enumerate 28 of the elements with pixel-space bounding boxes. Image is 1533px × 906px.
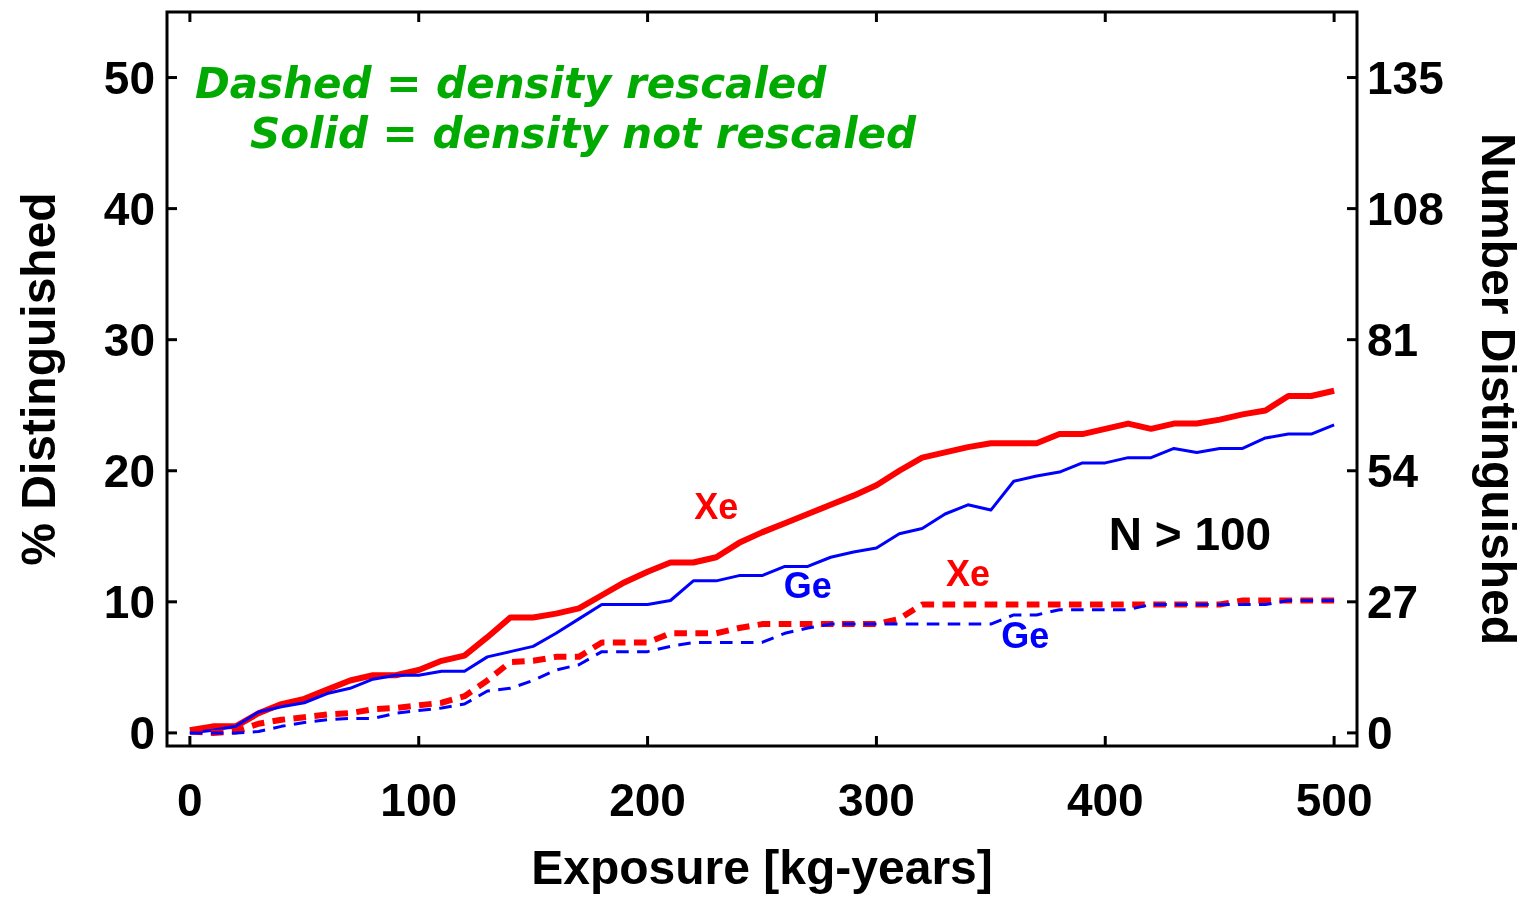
annotation: Solid = density not rescaled	[250, 109, 918, 158]
series-label: Ge	[783, 564, 832, 606]
x-tick-label: 100	[380, 774, 458, 826]
x-tick-label: 0	[177, 774, 203, 826]
y2-axis-title: Number Distinguished	[1472, 132, 1525, 646]
y-tick-label: 0	[129, 706, 155, 759]
y2-tick-label: 108	[1367, 182, 1444, 235]
y-tick-label: 20	[103, 444, 155, 497]
y-tick-label: 40	[103, 182, 155, 235]
x-tick-label: 200	[609, 774, 686, 826]
y-tick-label: 10	[103, 575, 155, 628]
x-tick-label: 300	[838, 774, 915, 826]
annotation: N > 100	[1108, 508, 1272, 560]
y2-tick-label: 81	[1367, 313, 1419, 366]
y2-tick-label: 54	[1367, 444, 1419, 497]
y-tick-label: 30	[103, 313, 155, 366]
series-label: Xe	[945, 553, 990, 595]
series-label: Ge	[1001, 614, 1050, 656]
annotation: Dashed = density rescaled	[195, 59, 828, 108]
y-axis-title: % Distinguished	[12, 192, 65, 566]
x-axis-title: Exposure [kg-years]	[531, 841, 993, 894]
series-label: Xe	[694, 486, 739, 528]
y2-tick-label: 27	[1367, 575, 1419, 628]
y2-tick-label: 0	[1367, 706, 1393, 759]
y-tick-label: 50	[103, 51, 155, 104]
y2-tick-label: 135	[1367, 51, 1444, 104]
x-tick-label: 400	[1066, 774, 1144, 826]
x-tick-label: 500	[1295, 774, 1373, 826]
